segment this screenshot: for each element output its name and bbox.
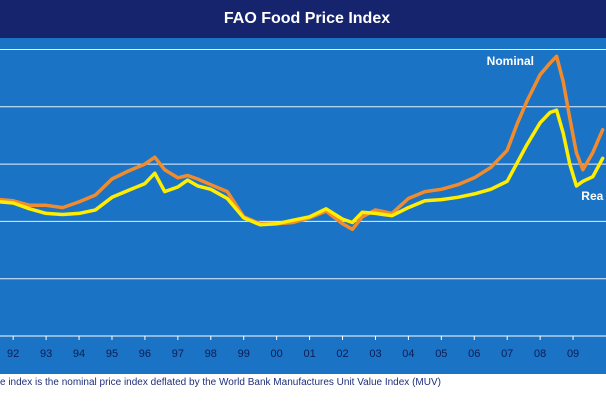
x-tick-label: 95 [106,348,118,360]
series-line-real [0,108,605,227]
title-bar: FAO Food Price Index [0,0,606,38]
series-line-nominal [0,54,605,232]
x-tick-label: 06 [468,348,480,360]
series-labels: Nominal Rea [487,54,604,203]
x-tick-label: 97 [172,348,184,360]
series-lines [0,54,605,232]
x-tick-label: 96 [139,348,151,360]
line-chart: 92 93 94 95 96 97 98 99 00 01 02 03 04 05 06 07 08 09 Nom… [0,48,606,360]
x-tick-label: 07 [501,348,513,360]
x-tick-label: 93 [40,348,52,360]
x-tick-label: 05 [435,348,447,360]
x-tick-label: 00 [271,348,283,360]
x-tick-label: 92 [7,348,19,360]
series-label-real: Rea [581,189,603,203]
x-tick-label: 98 [205,348,217,360]
x-tick-labels: 92 93 94 95 96 97 98 99 00 01 02 03 04 05 06 07 08 09 [7,336,579,360]
series-label-nominal: Nominal [487,54,534,68]
x-tick-label: 04 [402,348,414,360]
x-tick-label: 09 [567,348,579,360]
x-tick-label: 01 [303,348,315,360]
gridlines [0,48,606,280]
x-tick-label: 08 [534,348,546,360]
x-tick-label: 99 [238,348,250,360]
x-tick-label: 02 [336,348,348,360]
x-tick-label: 03 [369,348,381,360]
footnote: e index is the nominal price index defla… [0,374,606,402]
chart-title: FAO Food Price Index [223,10,391,27]
x-tick-label: 94 [73,348,85,360]
